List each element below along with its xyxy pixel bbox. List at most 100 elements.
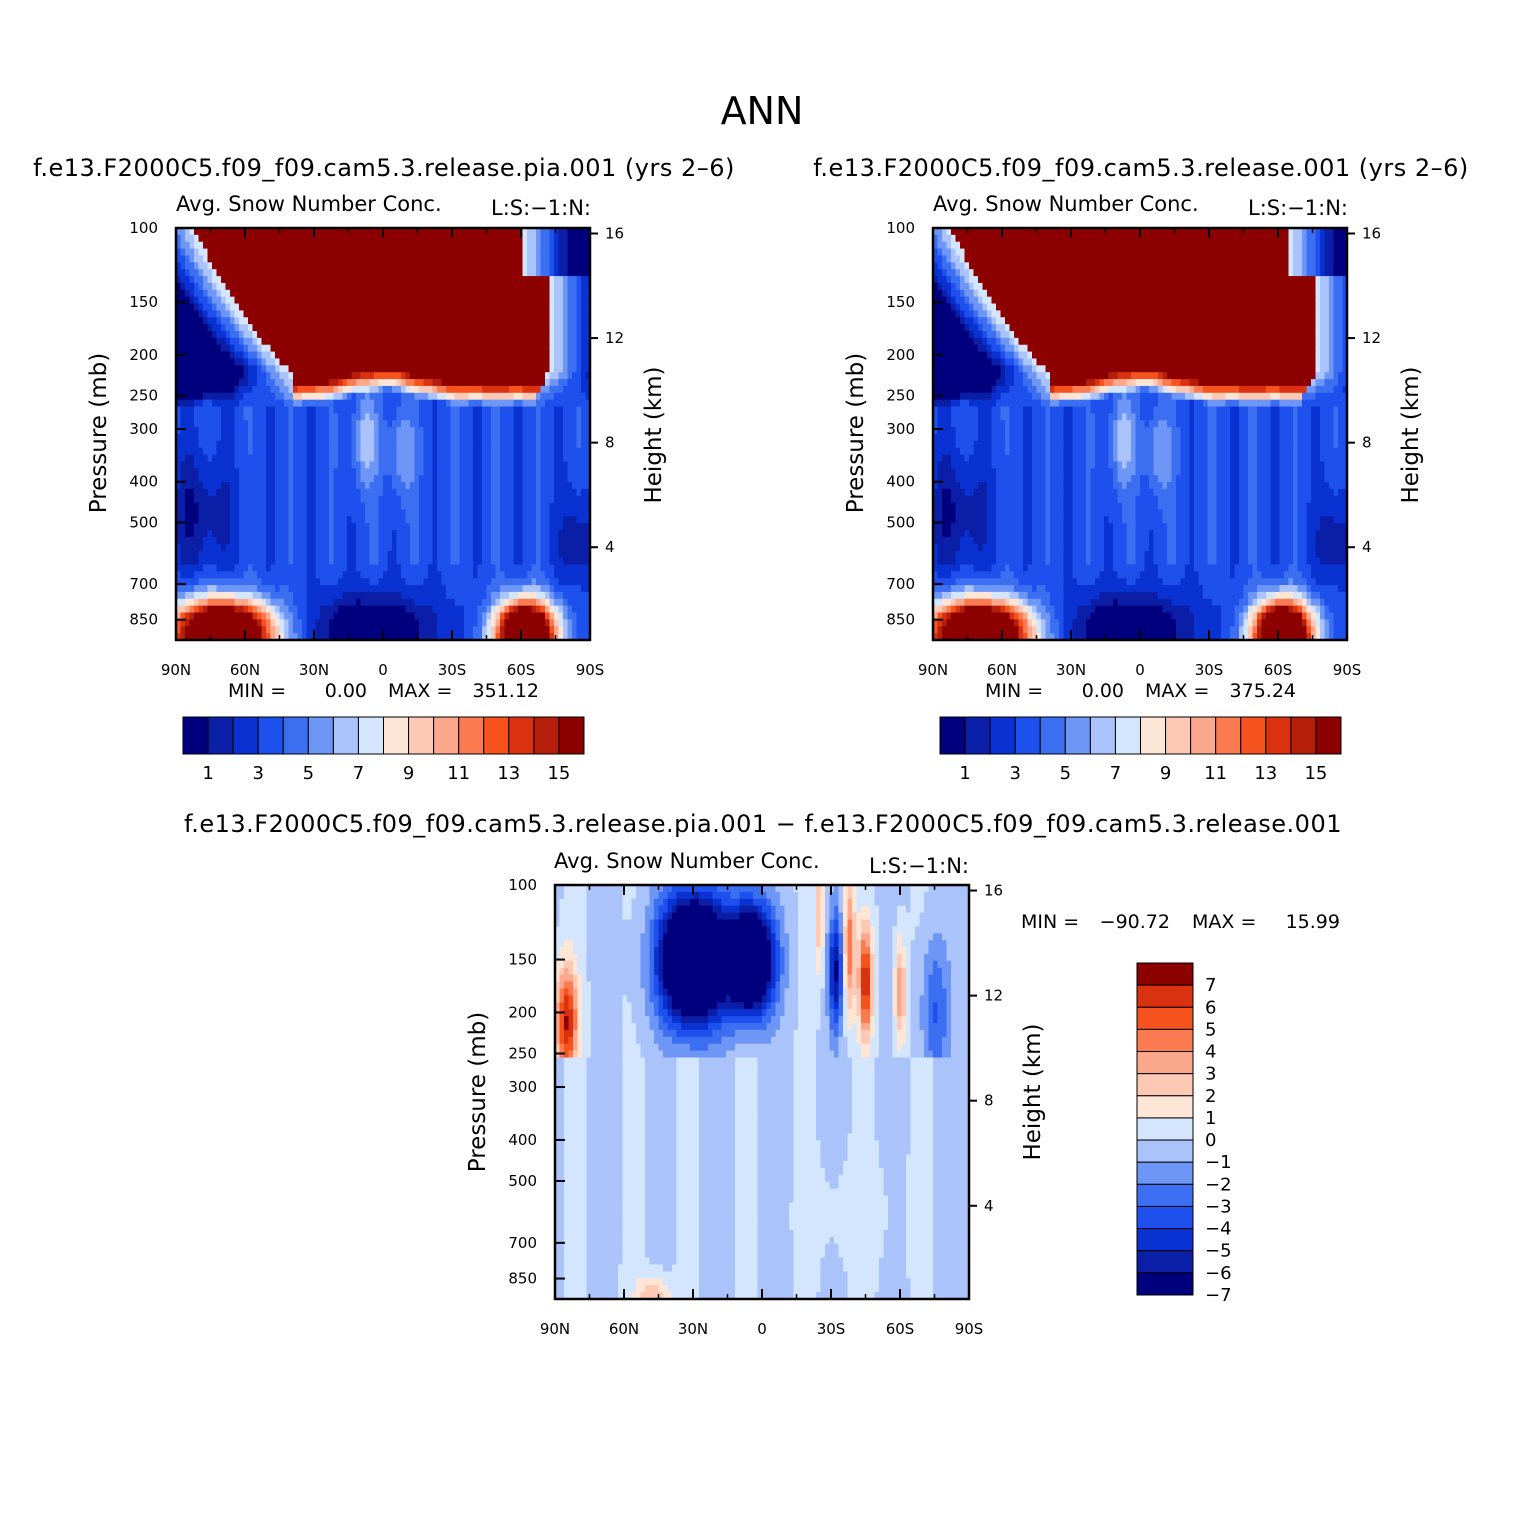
contour-cell xyxy=(1050,385,1056,394)
contour-cell xyxy=(793,1154,822,1162)
contour-cell xyxy=(573,1016,579,1024)
contour-cell xyxy=(360,475,375,483)
contour-cell xyxy=(279,633,285,640)
contour-cell xyxy=(766,981,772,990)
contour-cell xyxy=(1288,228,1294,236)
contour-cell xyxy=(793,1188,885,1197)
contour-cell xyxy=(482,550,492,559)
contour-cell xyxy=(564,1098,588,1107)
contour-cell xyxy=(585,372,590,380)
contour-cell xyxy=(838,981,844,990)
contour-cell xyxy=(910,1064,934,1072)
contour-cell xyxy=(306,509,317,517)
contour-cell xyxy=(284,612,294,620)
contour-cell xyxy=(1023,413,1033,421)
contour-cell xyxy=(757,1085,795,1093)
contour-cell xyxy=(991,564,1006,572)
contour-cell xyxy=(198,303,204,311)
contour-cell xyxy=(852,960,862,969)
contour-cell xyxy=(437,516,452,524)
contour-cell xyxy=(555,1223,565,1231)
contour-cell xyxy=(901,1023,907,1031)
contour-cell xyxy=(567,633,573,640)
contour-cell xyxy=(540,269,551,277)
contour-cell xyxy=(1153,461,1173,469)
contour-cell xyxy=(1333,365,1344,373)
contour-cell xyxy=(937,557,957,566)
contour-cell xyxy=(775,926,781,934)
contour-cell xyxy=(1338,413,1347,421)
contour-cell xyxy=(252,427,267,435)
contour-cell xyxy=(1180,379,1191,387)
contour-cell xyxy=(852,885,858,893)
contour-cell xyxy=(437,454,452,463)
contour-cell xyxy=(987,303,997,311)
contour-cell xyxy=(1140,482,1150,490)
y-tick-label: 700 xyxy=(886,575,915,593)
contour-cell xyxy=(554,365,564,373)
contour-cell xyxy=(672,995,727,1003)
contour-cell xyxy=(757,1167,795,1176)
contour-cell xyxy=(933,337,975,346)
contour-cell xyxy=(676,1223,700,1231)
contour-cell xyxy=(861,905,871,914)
contour-cell xyxy=(757,1133,795,1141)
contour-cell xyxy=(586,1257,624,1266)
contour-cell xyxy=(987,331,997,339)
contour-cell xyxy=(825,912,831,921)
contour-cell xyxy=(1023,626,1029,634)
contour-cell xyxy=(459,509,474,517)
contour-cell xyxy=(482,413,492,421)
contour-cell xyxy=(1086,447,1096,456)
contour-cell xyxy=(266,475,276,483)
contour-cell xyxy=(279,619,285,627)
contour-cell xyxy=(1063,619,1074,627)
contour-cell xyxy=(306,578,321,586)
contour-cell xyxy=(622,1140,646,1148)
contour-cell xyxy=(1050,557,1065,566)
contour-cell xyxy=(374,406,384,414)
contour-cell xyxy=(522,447,537,456)
contour-cell xyxy=(771,940,777,948)
contour-cell xyxy=(230,502,240,511)
contour-cell xyxy=(892,1036,898,1045)
contour-cell xyxy=(504,598,510,607)
contour-cell xyxy=(1338,372,1347,380)
contour-cell xyxy=(793,1257,822,1266)
contour-cell xyxy=(654,905,660,914)
contour-cell xyxy=(261,598,267,607)
contour-cell xyxy=(564,1002,570,1010)
contour-cell xyxy=(266,626,272,634)
contour-cell xyxy=(441,379,546,387)
contour-cell xyxy=(401,379,407,387)
contour-cell xyxy=(176,475,182,483)
contour-cell xyxy=(1329,303,1335,311)
contour-cell xyxy=(793,1285,822,1293)
contour-cell xyxy=(176,372,245,380)
contour-cell xyxy=(464,626,474,634)
contour-cell xyxy=(491,454,501,463)
contour-cell xyxy=(1315,550,1347,559)
contour-cell xyxy=(1333,351,1344,360)
contour-cell xyxy=(437,413,452,421)
contour-cell xyxy=(838,1250,885,1259)
contour-cell xyxy=(554,337,564,346)
contour-cell xyxy=(1320,324,1330,332)
contour-cell xyxy=(1032,633,1038,640)
contour-cell xyxy=(1311,488,1335,497)
contour-cell xyxy=(798,988,822,996)
contour-cell xyxy=(1108,385,1128,394)
contour-cell xyxy=(1239,516,1249,524)
contour-cell xyxy=(960,543,979,552)
contour-cell xyxy=(419,633,438,640)
contour-cell xyxy=(996,495,1024,504)
contour-cell xyxy=(789,981,799,990)
contour-cell xyxy=(1050,434,1065,442)
contour-cell xyxy=(315,482,330,490)
contour-cell xyxy=(798,1023,822,1031)
contour-cell xyxy=(735,1098,759,1107)
contour-cell xyxy=(919,919,969,927)
contour-cell xyxy=(555,960,565,969)
contour-cell xyxy=(780,1023,799,1031)
contour-cell xyxy=(901,988,907,996)
